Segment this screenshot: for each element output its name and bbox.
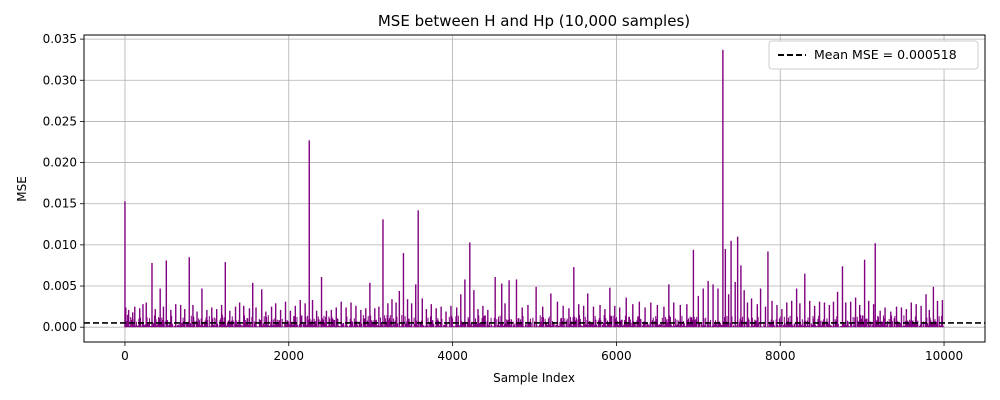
chart-title: MSE between H and Hp (10,000 samples): [378, 12, 690, 30]
grid: [84, 35, 985, 342]
y-axis-ticks: 0.000 0.005 0.010 0.015 0.020 0.025 0.030 0.035: [43, 32, 84, 334]
x-tick-label: 6000: [601, 349, 632, 363]
y-tick-label: 0.035: [43, 32, 77, 46]
plot-background: [84, 35, 985, 342]
y-tick-label: 0.000: [43, 320, 77, 334]
plot-frame: [83, 34, 986, 343]
x-axis-ticks: 0 2000 4000 6000 8000 10000: [121, 342, 963, 363]
x-tick-label: 4000: [437, 349, 468, 363]
legend-label-mean-mse: Mean MSE = 0.000518: [814, 47, 957, 62]
x-tick-label: 2000: [273, 349, 304, 363]
y-axis-label: MSE: [15, 176, 29, 202]
legend-box: [768, 40, 979, 70]
x-tick-label: 8000: [765, 349, 796, 363]
legend: Mean MSE = 0.000518: [768, 40, 979, 70]
y-tick-label: 0.015: [43, 197, 77, 211]
x-tick-label: 0: [121, 349, 129, 363]
x-axis-label: Sample Index: [493, 371, 575, 385]
y-tick-label: 0.005: [43, 279, 77, 293]
y-tick-label: 0.030: [43, 73, 77, 87]
plot-area: 0 2000 4000 6000 8000 10000 0.0000.0050.0100.…: [43, 32, 986, 363]
y-tick-label: 0.010: [43, 238, 77, 252]
y-tick-label: 0.020: [43, 156, 77, 170]
y-tick-label: 0.025: [43, 114, 77, 128]
x-tick-label: 10000: [925, 349, 963, 363]
